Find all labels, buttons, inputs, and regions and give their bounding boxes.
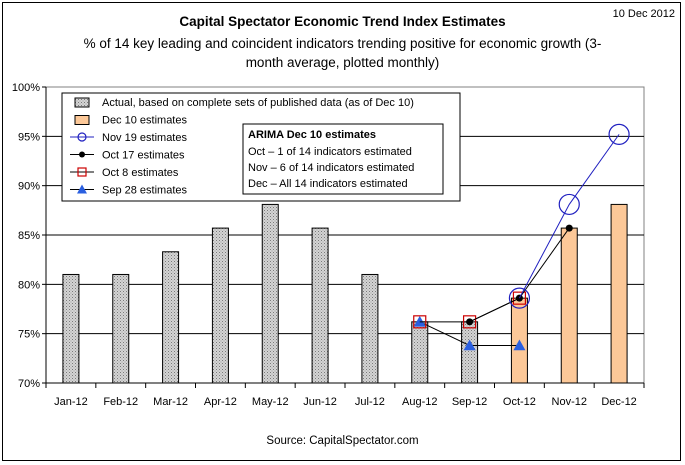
point-oct-8-estimates-Oct-12 — [512, 291, 527, 305]
x-tick-label: Oct-12 — [503, 396, 536, 408]
bar-actual-Apr-12 — [211, 227, 229, 384]
bar-actual-Jul-12 — [361, 273, 379, 384]
point-sep-28-estimates-Oct-12 — [513, 339, 526, 351]
legend-label-2: Nov 19 estimates — [102, 132, 187, 144]
line-nov-19-estimates — [518, 134, 620, 299]
annotation-title: ARIMA Dec 10 estimates — [248, 129, 376, 141]
y-tick-label: 80% — [18, 279, 40, 291]
bar-actual-May-12 — [261, 203, 279, 384]
x-tick-label: Nov-12 — [552, 396, 587, 408]
x-tick-label: Feb-12 — [103, 396, 138, 408]
x-tick-label: Jul-12 — [355, 396, 385, 408]
x-tick-label: Dec-12 — [601, 396, 636, 408]
bar-actual-Mar-12 — [162, 251, 180, 384]
legend-label-3: Oct 17 estimates — [102, 150, 185, 162]
arima-annotation: ARIMA Dec 10 estimates Oct – 1 of 14 indi… — [242, 123, 444, 195]
annotation-box — [242, 123, 444, 195]
chart-title: Capital Spectator Economic Trend Index E… — [179, 14, 506, 29]
annotation-line-2: Dec – All 14 indicators estimated — [248, 178, 408, 190]
annotation-line-1: Nov – 6 of 14 indicators estimated — [248, 162, 414, 174]
bar-actual-Aug-12 — [411, 321, 429, 384]
date-label: 10 Dec 2012 — [612, 8, 675, 20]
x-tick-label: Sep-12 — [452, 396, 487, 408]
bars — [62, 203, 628, 384]
point-oct-8-estimates-Sep-12 — [462, 315, 477, 329]
legend-label-4: Oct 8 estimates — [102, 167, 179, 179]
x-tick-label: Jun-12 — [303, 396, 337, 408]
point-sep-28-estimates-Aug-12 — [413, 315, 426, 327]
bar-actual-Jun-12 — [311, 227, 329, 384]
bar-actual-Jan-12 — [62, 273, 80, 384]
legend-marker-3 — [79, 151, 85, 158]
legend-marker-5 — [77, 184, 87, 194]
x-tick-label: Aug-12 — [402, 396, 437, 408]
legend-label-5: Sep 28 estimates — [102, 185, 187, 197]
y-tick-label: 90% — [18, 181, 40, 193]
chart-subtitle-line-2: month average, plotted monthly) — [245, 55, 440, 70]
legend-swatch-0 — [74, 97, 90, 108]
bar-estimate-Dec-12 — [610, 203, 628, 384]
x-tick-label: Mar-12 — [153, 396, 188, 408]
x-tick-label: May-12 — [252, 396, 289, 408]
legend-label-0: Actual, based on complete sets of publis… — [102, 97, 414, 109]
legend-label-1: Dec 10 estimates — [102, 115, 187, 127]
source-note: Source: CapitalSpectator.com — [266, 435, 419, 447]
y-tick-label: 70% — [18, 378, 40, 390]
legend-swatch-1 — [74, 115, 90, 125]
point-oct-17-estimates-Nov-12 — [565, 224, 573, 232]
y-tick-label: 100% — [12, 82, 40, 94]
axes: 70% 75% 80% 85% 90% 95% 100% Jan-12 Feb-12 Mar-12… — [12, 82, 645, 408]
y-tick-label: 75% — [18, 329, 40, 341]
y-tick-label: 85% — [18, 230, 40, 242]
bar-actual-Feb-12 — [112, 273, 130, 384]
chart-subtitle-line-1: % of 14 key leading and coincident indic… — [83, 36, 602, 51]
bar-estimate-Nov-12 — [560, 227, 578, 384]
bar-actual-Sep-12 — [461, 321, 479, 384]
y-tick-label: 95% — [18, 131, 40, 143]
annotation-line-0: Oct – 1 of 14 indicators estimated — [248, 146, 412, 158]
x-tick-label: Jan-12 — [54, 396, 88, 408]
point-nov-19-estimates-Nov-12 — [558, 193, 580, 216]
point-sep-28-estimates-Sep-12 — [463, 339, 476, 351]
legend-marker-4 — [77, 167, 87, 177]
legend-marker-2 — [77, 132, 87, 142]
estimate-lines — [413, 123, 630, 351]
point-oct-17-estimates-Sep-12 — [466, 318, 474, 326]
point-oct-8-estimates-Aug-12 — [413, 315, 427, 329]
point-nov-19-estimates-Oct-12 — [508, 287, 531, 309]
point-nov-19-estimates-Dec-12 — [608, 123, 630, 145]
x-tick-label: Apr-12 — [204, 396, 237, 408]
